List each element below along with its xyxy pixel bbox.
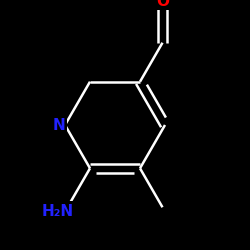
Text: H₂N: H₂N <box>42 204 74 218</box>
Text: N: N <box>52 118 65 132</box>
Text: O: O <box>156 0 169 9</box>
